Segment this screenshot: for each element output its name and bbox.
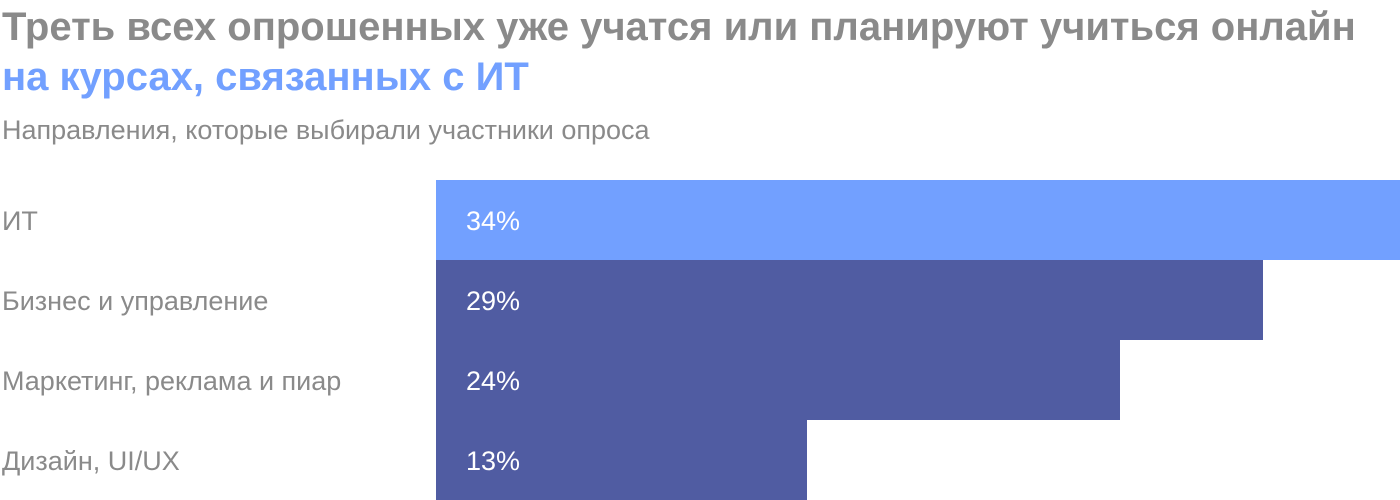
chart-title-main: Треть всех опрошенных уже учатся или пла… xyxy=(2,5,1356,49)
value-label: 29% xyxy=(466,286,520,316)
category-label: ИТ xyxy=(2,206,38,236)
value-label: 24% xyxy=(466,366,520,396)
bar-1 xyxy=(436,260,1263,340)
chart-subtitle: Направления, которые выбирали участники … xyxy=(2,115,650,145)
value-label: 13% xyxy=(466,446,520,476)
chart-title: Треть всех опрошенных уже учатся или пла… xyxy=(2,2,1392,102)
category-label: Дизайн, UI/UX xyxy=(2,446,180,476)
bar-3 xyxy=(436,420,807,500)
bar-2 xyxy=(436,340,1120,420)
chart-title-accent: на курсах, связанных с ИТ xyxy=(2,55,529,99)
bar-0 xyxy=(436,180,1400,260)
category-label: Маркетинг, реклама и пиар xyxy=(2,366,341,396)
value-label: 34% xyxy=(466,206,520,236)
category-label: Бизнес и управление xyxy=(2,286,268,316)
